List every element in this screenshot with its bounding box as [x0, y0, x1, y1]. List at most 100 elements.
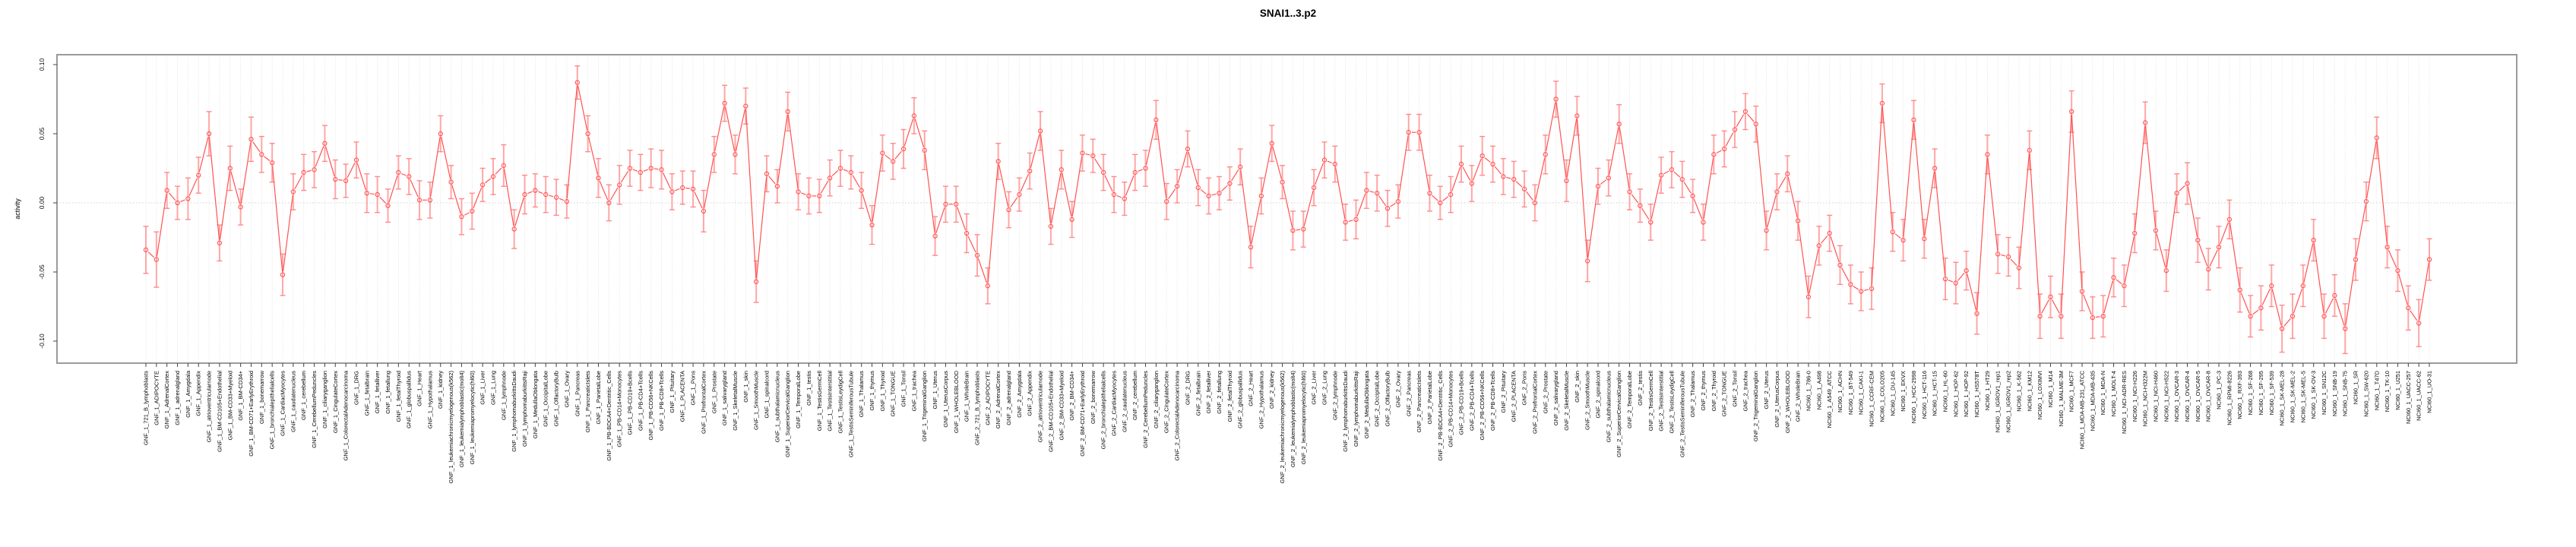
- x-tick-label: GNF_1_leukemiachronicmyelogenous(k562): [448, 371, 454, 484]
- series-segment: [2410, 310, 2418, 321]
- series-segment: [1040, 134, 1052, 223]
- data-point: [1985, 152, 1990, 157]
- data-point: [1805, 294, 1812, 299]
- data-point: [859, 188, 864, 193]
- x-tick-label: NCI60_1_NCI-H522: [2163, 371, 2169, 422]
- series-segment: [156, 193, 167, 257]
- series-segment: [1303, 190, 1314, 226]
- data-point: [2248, 314, 2253, 319]
- series-segment: [1442, 196, 1449, 201]
- series-segment: [2398, 274, 2408, 305]
- series-segment: [2209, 249, 2218, 267]
- data-point: [1711, 152, 1717, 157]
- x-tick-label: GNF_1_Tonsil: [900, 371, 907, 407]
- x-tick-label: GNF_2_WHOLEBLOOD: [1784, 370, 1791, 433]
- series-segment: [538, 191, 543, 194]
- data-point: [143, 247, 149, 253]
- series-segment: [714, 106, 725, 152]
- x-tick-label: GNF_1_PB-CD4+Tcells: [637, 371, 644, 431]
- x-tick-label: GNF_2_DRG: [1184, 371, 1191, 405]
- data-point: [2374, 135, 2379, 141]
- series-segment: [987, 164, 998, 283]
- x-tick-label: GNF_2_OccipitalLobe: [1374, 371, 1381, 427]
- data-point: [1911, 117, 1916, 122]
- series-segment: [2156, 233, 2166, 268]
- data-point: [2290, 314, 2296, 319]
- x-tick-label: GNF_1_cerebellum: [300, 371, 307, 420]
- x-tick-label: GNF_1_PB-CD8+Tcells: [658, 371, 665, 431]
- x-tick-label: GNF_1_BM-CD34+: [237, 370, 244, 420]
- x-tick-label: NCI60_1_SW-620: [2362, 371, 2369, 417]
- data-point: [900, 146, 907, 152]
- series-segment: [957, 207, 967, 231]
- series-segment: [894, 150, 902, 160]
- series-segment: [1221, 185, 1228, 191]
- x-tick-label: NCI60_1_U251: [2394, 371, 2401, 410]
- series-segment: [903, 119, 914, 147]
- series-segment: [1778, 176, 1786, 190]
- x-tick-label: NCI60_1_NCI-H226: [2131, 371, 2138, 422]
- series-segment: [1716, 150, 1722, 153]
- x-tick-label: GNF_2_TemporalLobe: [1626, 371, 1633, 428]
- series-segment: [967, 236, 976, 253]
- x-tick-label: GNF_2_bonemarrow: [1090, 370, 1097, 424]
- data-point: [2048, 294, 2053, 299]
- data-point: [1669, 167, 1675, 172]
- series-segment: [1261, 146, 1272, 193]
- x-tick-label: GNF_2_lymphomaburkittsDaudi: [1342, 371, 1349, 452]
- data-point: [522, 191, 527, 198]
- data-point: [1890, 229, 1895, 235]
- x-tick-label: GNF_2_kidney: [1268, 371, 1275, 409]
- data-point: [1185, 146, 1191, 152]
- series-segment: [441, 136, 451, 179]
- x-tick-label: GNF_1_lymphomaburkittsRaji: [521, 371, 528, 447]
- data-point: [2037, 314, 2043, 319]
- series-segment: [787, 114, 799, 189]
- data-point: [1174, 184, 1180, 189]
- data-point: [2416, 321, 2422, 326]
- series-segment: [777, 114, 788, 184]
- y-tick-label: 0.00: [38, 196, 46, 209]
- x-tick-label: GNF_2_Hypothalamus: [1258, 371, 1264, 429]
- series-segment: [1566, 119, 1578, 178]
- data-point: [1332, 161, 1337, 167]
- series-segment: [1948, 280, 1954, 283]
- data-point: [364, 191, 369, 196]
- series-segment: [1631, 194, 1639, 204]
- x-tick-label: NCI60_1_M14: [2047, 371, 2054, 407]
- y-tick-label: 0.10: [38, 58, 46, 71]
- series-segment: [1085, 153, 1090, 156]
- series-segment: [2179, 185, 2185, 191]
- x-tick-label: GNF_1_Prostate: [710, 371, 717, 413]
- series-segment: [410, 179, 419, 198]
- series-segment: [1051, 172, 1062, 223]
- data-point: [185, 196, 191, 201]
- x-tick-label: GNF_1_SkeletalMuscle: [732, 371, 739, 431]
- series-segment: [2283, 318, 2291, 327]
- data-point: [1048, 223, 1054, 229]
- series-segment: [2144, 125, 2157, 228]
- x-tick-label: GNF_2_Amygdala: [1016, 370, 1023, 418]
- x-tick-label: NCI60_1_HOP-62: [1952, 371, 1959, 417]
- data-point: [1679, 176, 1685, 182]
- data-point: [2174, 191, 2179, 196]
- series-segment: [2051, 299, 2060, 314]
- x-tick-label: GNF_1_DRG: [353, 371, 359, 405]
- plot-border: [56, 54, 2517, 364]
- data-point: [196, 172, 201, 178]
- data-point: [312, 167, 317, 172]
- data-point: [1785, 171, 1790, 176]
- x-tick-label: GNF_2_AdrenalCortex: [995, 371, 1002, 429]
- data-point: [553, 194, 559, 200]
- series-segment: [2345, 262, 2356, 326]
- x-tick-label: NCI60_1_SR: [2353, 370, 2359, 404]
- x-tick-label: GNF_2_fetalThyroid: [1226, 371, 1233, 422]
- data-point: [1343, 220, 1348, 225]
- series-segment: [1104, 175, 1113, 192]
- x-tick-label: NCI60_1_IGROV1_rep2: [2005, 371, 2012, 432]
- data-point: [837, 166, 843, 171]
- x-tick-label: GNF_2_BM-CD34+: [1068, 370, 1075, 420]
- x-tick-label: GNF_2_OlfactoryBulb: [1385, 371, 1391, 426]
- series-segment: [1020, 173, 1030, 192]
- series-segment: [1683, 182, 1691, 194]
